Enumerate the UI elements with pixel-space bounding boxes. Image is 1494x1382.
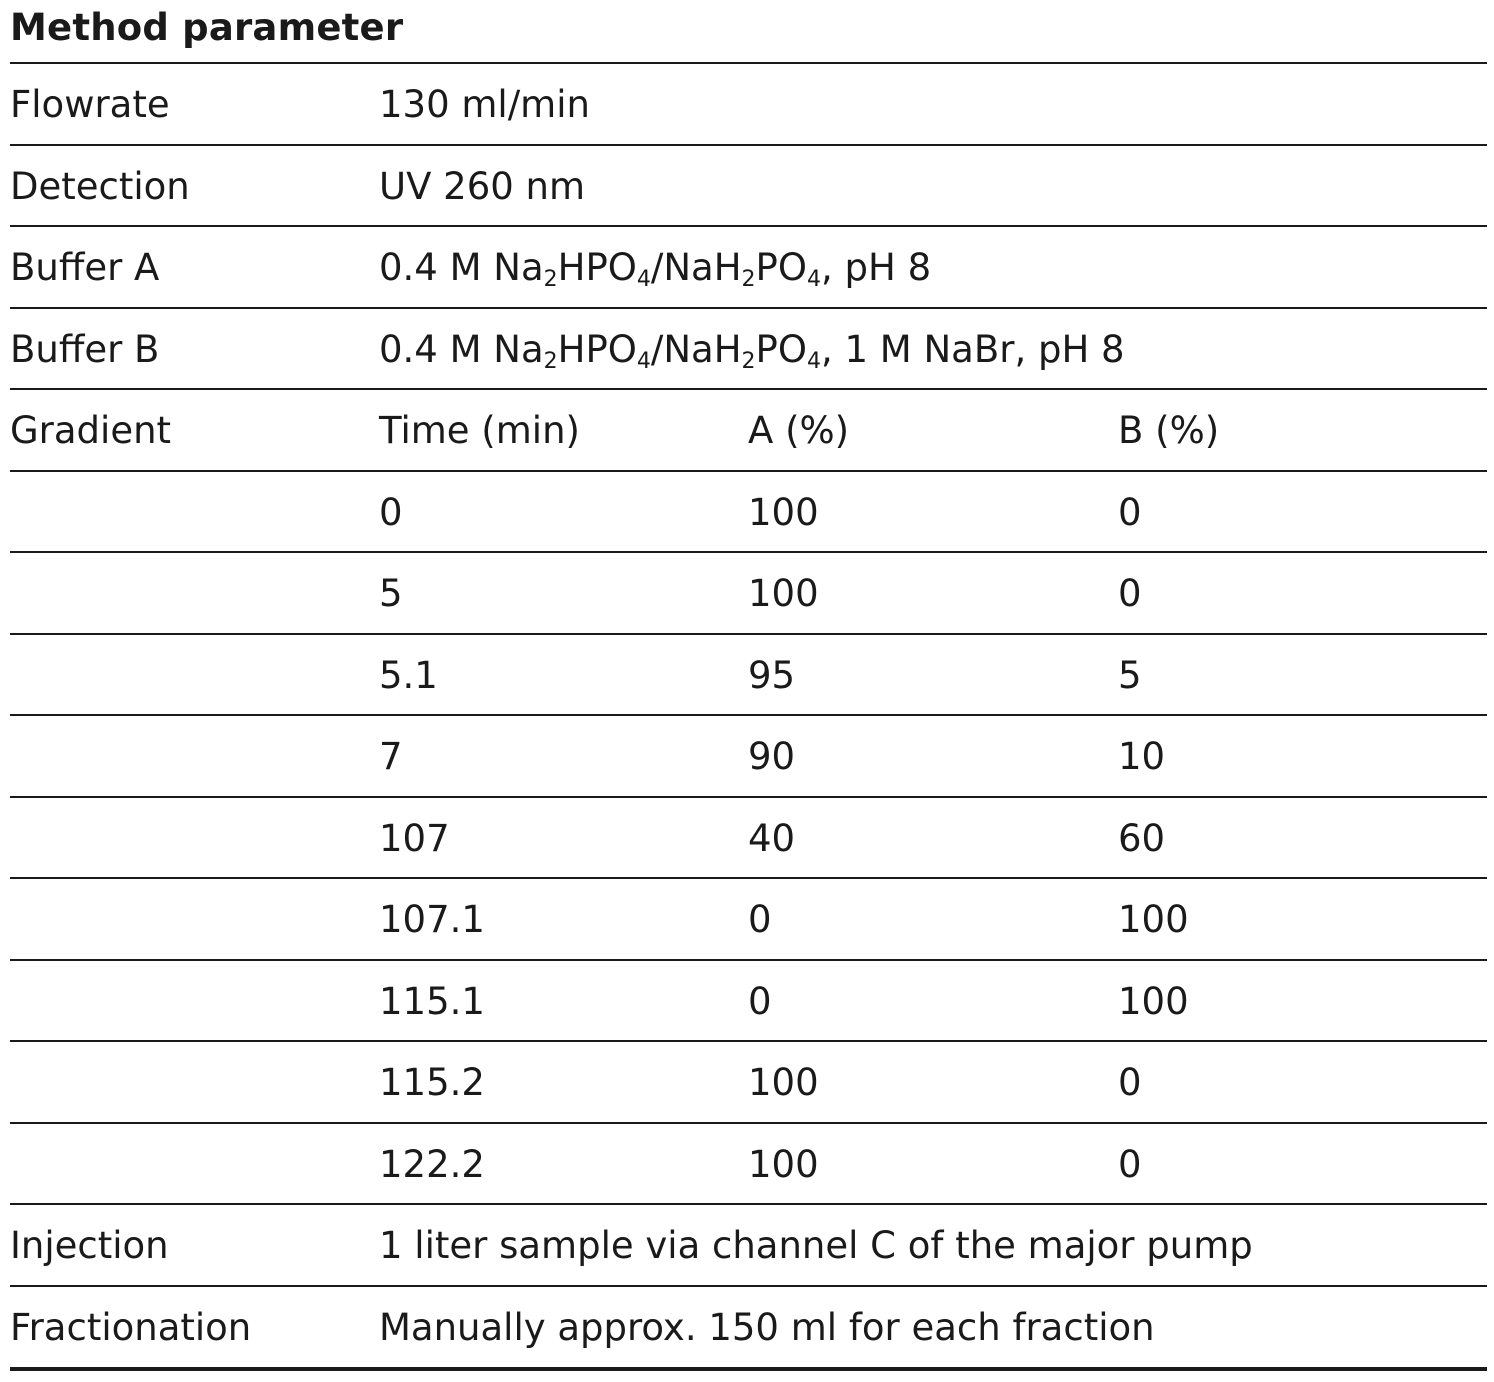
param-value: Manually approx. 150 ml for each fractio… xyxy=(379,1305,1155,1349)
gradient-row: 122.2 100 0 xyxy=(10,1124,1487,1205)
gradient-b: 0 xyxy=(1118,1142,1142,1186)
gradient-row: 5 100 0 xyxy=(10,553,1487,635)
param-label: Injection xyxy=(10,1224,169,1267)
gradient-a: 0 xyxy=(748,979,772,1023)
gradient-a: 40 xyxy=(748,816,796,860)
gradient-b: 60 xyxy=(1118,816,1166,860)
gradient-b: 5 xyxy=(1118,653,1142,697)
column-header-b: B (%) xyxy=(1118,409,1220,452)
param-value: 0.4 M Na2HPO4/NaH2PO4, 1 M NaBr, pH 8 xyxy=(379,327,1125,374)
method-parameter-table: Method parameter Flowrate 130 ml/min Det… xyxy=(10,0,1487,1371)
param-label: Flowrate xyxy=(10,83,170,126)
gradient-a: 100 xyxy=(748,490,819,534)
param-label: Gradient xyxy=(10,409,172,452)
gradient-a: 100 xyxy=(748,572,819,615)
gradient-time: 5.1 xyxy=(379,653,438,697)
gradient-row: 7 90 10 xyxy=(10,716,1487,798)
param-row-injection: Injection 1 liter sample via channel C o… xyxy=(10,1205,1487,1287)
gradient-time: 0 xyxy=(379,490,403,534)
gradient-row: 115.1 0 100 xyxy=(10,961,1487,1042)
gradient-time: 107 xyxy=(379,816,450,860)
gradient-a: 100 xyxy=(748,1142,819,1186)
param-row-detection: Detection UV 260 nm xyxy=(10,146,1487,227)
gradient-time: 5 xyxy=(379,572,403,615)
param-row-buffer-b: Buffer B 0.4 M Na2HPO4/NaH2PO4, 1 M NaBr… xyxy=(10,309,1487,390)
gradient-time: 115.1 xyxy=(379,979,485,1023)
gradient-a: 0 xyxy=(748,898,772,941)
param-value: 1 liter sample via channel C of the majo… xyxy=(379,1224,1253,1267)
gradient-b: 100 xyxy=(1118,898,1189,941)
gradient-row: 115.2 100 0 xyxy=(10,1042,1487,1124)
gradient-row: 0 100 0 xyxy=(10,472,1487,553)
param-label: Buffer B xyxy=(10,327,160,371)
gradient-a: 95 xyxy=(748,653,796,697)
gradient-time: 122.2 xyxy=(379,1142,485,1186)
param-row-buffer-a: Buffer A 0.4 M Na2HPO4/NaH2PO4, pH 8 xyxy=(10,227,1487,309)
gradient-a: 100 xyxy=(748,1061,819,1104)
gradient-row: 5.1 95 5 xyxy=(10,635,1487,716)
param-label: Detection xyxy=(10,164,190,208)
param-value: UV 260 nm xyxy=(379,164,586,208)
gradient-b: 0 xyxy=(1118,572,1142,615)
param-row-flowrate: Flowrate 130 ml/min xyxy=(10,64,1487,146)
gradient-time: 115.2 xyxy=(379,1061,485,1104)
gradient-time: 107.1 xyxy=(379,898,485,941)
gradient-header-row: Gradient Time (min) A (%) B (%) xyxy=(10,390,1487,472)
gradient-b: 0 xyxy=(1118,490,1142,534)
gradient-row: 107 40 60 xyxy=(10,798,1487,879)
gradient-b: 0 xyxy=(1118,1061,1142,1104)
column-header-a: A (%) xyxy=(748,409,850,452)
column-header-time: Time (min) xyxy=(379,409,580,452)
gradient-b: 100 xyxy=(1118,979,1189,1023)
param-row-fractionation: Fractionation Manually approx. 150 ml fo… xyxy=(10,1287,1487,1371)
table-title: Method parameter xyxy=(10,0,1487,64)
param-label: Buffer A xyxy=(10,246,160,289)
gradient-row: 107.1 0 100 xyxy=(10,879,1487,961)
gradient-b: 10 xyxy=(1118,735,1166,778)
gradient-time: 7 xyxy=(379,735,403,778)
gradient-a: 90 xyxy=(748,735,796,778)
param-value: 130 ml/min xyxy=(379,83,590,126)
param-label: Fractionation xyxy=(10,1305,252,1349)
param-value: 0.4 M Na2HPO4/NaH2PO4, pH 8 xyxy=(379,246,932,292)
